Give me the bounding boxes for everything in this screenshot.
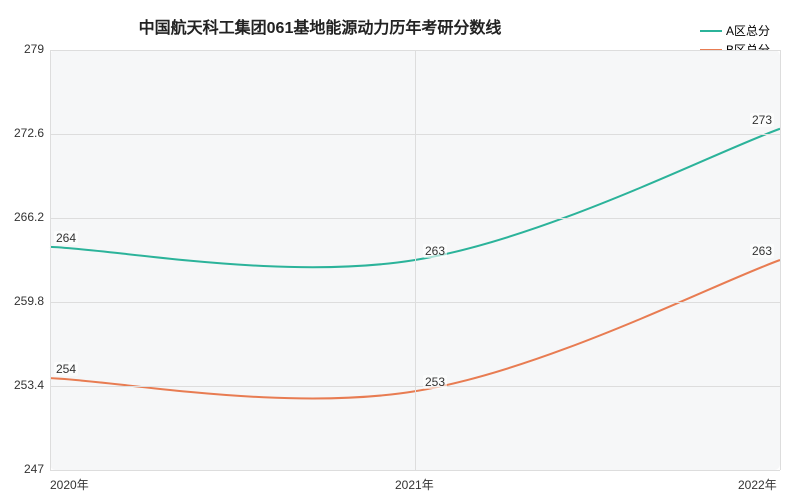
y-axis-label: 279 bbox=[24, 42, 44, 56]
x-axis-label: 2021年 bbox=[395, 476, 434, 493]
x-axis-label: 2022年 bbox=[738, 476, 777, 493]
gridline-x bbox=[415, 50, 416, 470]
chart-container: 中国航天科工集团061基地能源动力历年考研分数线 A区总分 B区总分 24725… bbox=[0, 0, 800, 500]
y-axis-label: 247 bbox=[24, 462, 44, 476]
data-label: 273 bbox=[750, 113, 774, 127]
chart-svg bbox=[0, 0, 800, 500]
gridline-x bbox=[780, 50, 781, 470]
data-label: 263 bbox=[423, 244, 447, 258]
y-axis-label: 272.6 bbox=[14, 126, 44, 140]
y-axis-label: 259.8 bbox=[14, 294, 44, 308]
gridline-y bbox=[50, 470, 780, 471]
data-label: 263 bbox=[750, 244, 774, 258]
data-label: 264 bbox=[54, 231, 78, 245]
y-axis-label: 253.4 bbox=[14, 378, 44, 392]
data-label: 254 bbox=[54, 362, 78, 376]
gridline-x bbox=[50, 50, 51, 470]
x-axis-label: 2020年 bbox=[50, 476, 89, 493]
data-label: 253 bbox=[423, 375, 447, 389]
y-axis-label: 266.2 bbox=[14, 210, 44, 224]
